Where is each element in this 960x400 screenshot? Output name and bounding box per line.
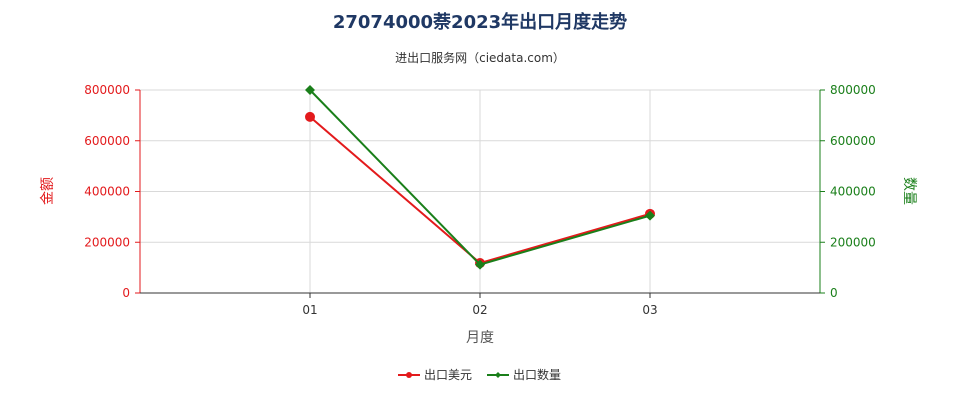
left-tick-label: 400000 [84,185,130,199]
data-point [475,259,485,270]
left-tick-label: 0 [122,286,130,300]
right-tick-label: 600000 [830,134,876,148]
data-point [305,85,315,95]
legend-marker [495,372,501,378]
x-tick-label: 02 [472,303,487,317]
left-tick-label: 200000 [84,235,130,249]
x-tick-label: 01 [302,303,317,317]
grid [140,89,820,293]
left-axis-title: 金额 [40,177,56,205]
left-tick-label: 600000 [84,134,130,148]
right-tick-label: 0 [830,286,838,300]
right-tick-label: 800000 [830,83,876,97]
right-axis-title: 数量 [901,177,917,205]
data-point [305,111,315,122]
left-axis-ticks: 0 200000 400000 600000 800000 [84,83,140,300]
x-tick-label: 03 [642,303,657,317]
right-axis-ticks: 0 200000 400000 600000 800000 [820,83,876,300]
right-tick-label: 200000 [830,235,876,249]
legend: 出口美元 出口数量 [398,367,561,382]
left-tick-label: 800000 [84,83,130,97]
legend-marker [406,372,412,378]
chart-subtitle: 进出口服务网（ciedata.com） [395,50,565,65]
data-point [645,210,655,221]
series-group [305,85,655,270]
x-axis-ticks: 01 02 03 [302,293,658,317]
x-axis-title: 月度 [466,330,494,346]
legend-label: 出口美元 [424,368,472,382]
right-tick-label: 400000 [830,185,876,199]
legend-label: 出口数量 [513,367,561,382]
chart-title: 27074000萘2023年出口月度走势 [333,11,627,33]
